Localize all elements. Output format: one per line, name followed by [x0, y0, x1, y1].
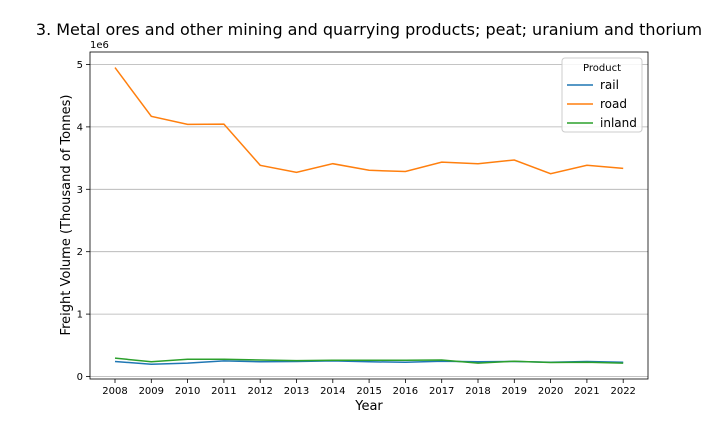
x-axis-ticks: 2008 2009 2010 2011 2012 2013 2014 2015 2016 2017…	[102, 379, 636, 397]
x-tick-label: 2009	[139, 386, 164, 397]
x-tick-label: 2014	[320, 386, 345, 397]
x-tick-label: 2022	[610, 386, 635, 397]
legend-label-inland: inland	[600, 116, 637, 130]
x-tick-label: 2021	[574, 386, 599, 397]
series-line-inland	[114, 357, 624, 364]
x-tick-label: 2013	[284, 386, 309, 397]
x-tick-label: 2008	[102, 386, 127, 397]
legend-box	[561, 57, 643, 133]
y-tick-label: 3	[77, 185, 83, 196]
legend-title: Product	[583, 63, 621, 74]
legend-label-road: road	[600, 97, 627, 111]
x-tick-label: 2018	[465, 386, 490, 397]
y-axis-ticks: 0 1 2 3 4 5	[77, 60, 90, 383]
legend-label-rail: rail	[600, 78, 619, 92]
grid-lines	[90, 64, 648, 377]
y-axis-label: Freight Volume (Thousand of Tonnes)	[59, 95, 74, 336]
y-tick-label: 5	[77, 60, 83, 71]
chart-title: 3. Metal ores and other mining and quarr…	[36, 20, 702, 39]
x-tick-label: 2017	[429, 386, 454, 397]
x-tick-label: 2010	[175, 386, 200, 397]
series-lines	[114, 67, 624, 366]
y-tick-label: 0	[77, 372, 83, 383]
y-offset-text: 1e6	[90, 40, 109, 51]
legend: Product rail road inland	[561, 57, 643, 133]
y-tick-label: 2	[77, 247, 83, 258]
x-tick-label: 2015	[356, 386, 381, 397]
x-tick-label: 2019	[502, 386, 527, 397]
x-tick-label: 2016	[393, 386, 418, 397]
y-tick-label: 4	[77, 122, 83, 133]
x-axis-label: Year	[354, 399, 383, 414]
y-tick-label: 1	[77, 310, 83, 321]
series-line-road	[114, 67, 624, 175]
x-tick-label: 2011	[211, 386, 236, 397]
x-tick-label: 2020	[538, 386, 563, 397]
x-tick-label: 2012	[247, 386, 272, 397]
